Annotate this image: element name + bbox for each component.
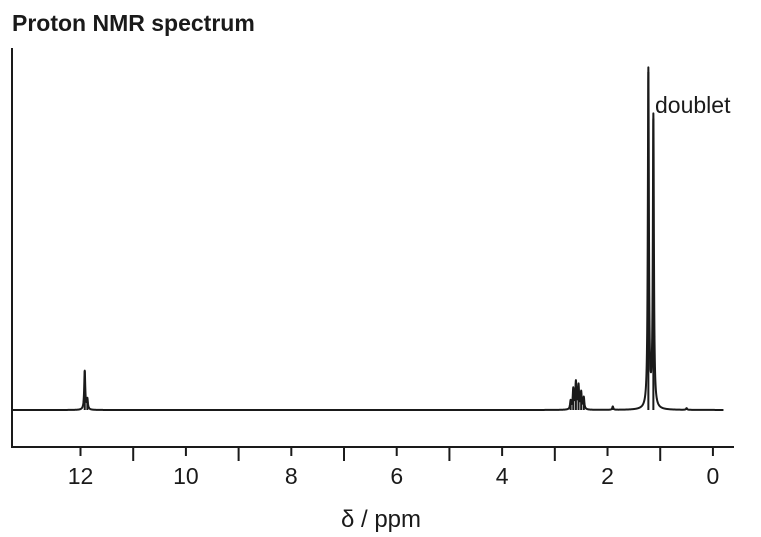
axes — [11, 48, 734, 448]
x-tick-label: 12 — [68, 463, 94, 489]
spectrum-trace — [11, 66, 725, 411]
x-axis-tick-labels: 12 10 8 6 4 2 0 — [68, 463, 720, 489]
x-tick-label: 0 — [707, 463, 720, 489]
spectrum-plot — [11, 66, 725, 411]
x-tick-label: 6 — [390, 463, 403, 489]
x-tick-label: 10 — [173, 463, 199, 489]
x-axis-title: δ / ppm — [341, 506, 421, 533]
annotation-doublet: doublet — [655, 92, 731, 118]
x-tick-label: 8 — [285, 463, 298, 489]
chart-title: Proton NMR spectrum — [12, 10, 255, 36]
x-tick-label: 4 — [496, 463, 509, 489]
x-tick-label: 2 — [601, 463, 614, 489]
annotations: doublet — [655, 92, 731, 118]
x-axis-ticks — [79, 447, 714, 461]
